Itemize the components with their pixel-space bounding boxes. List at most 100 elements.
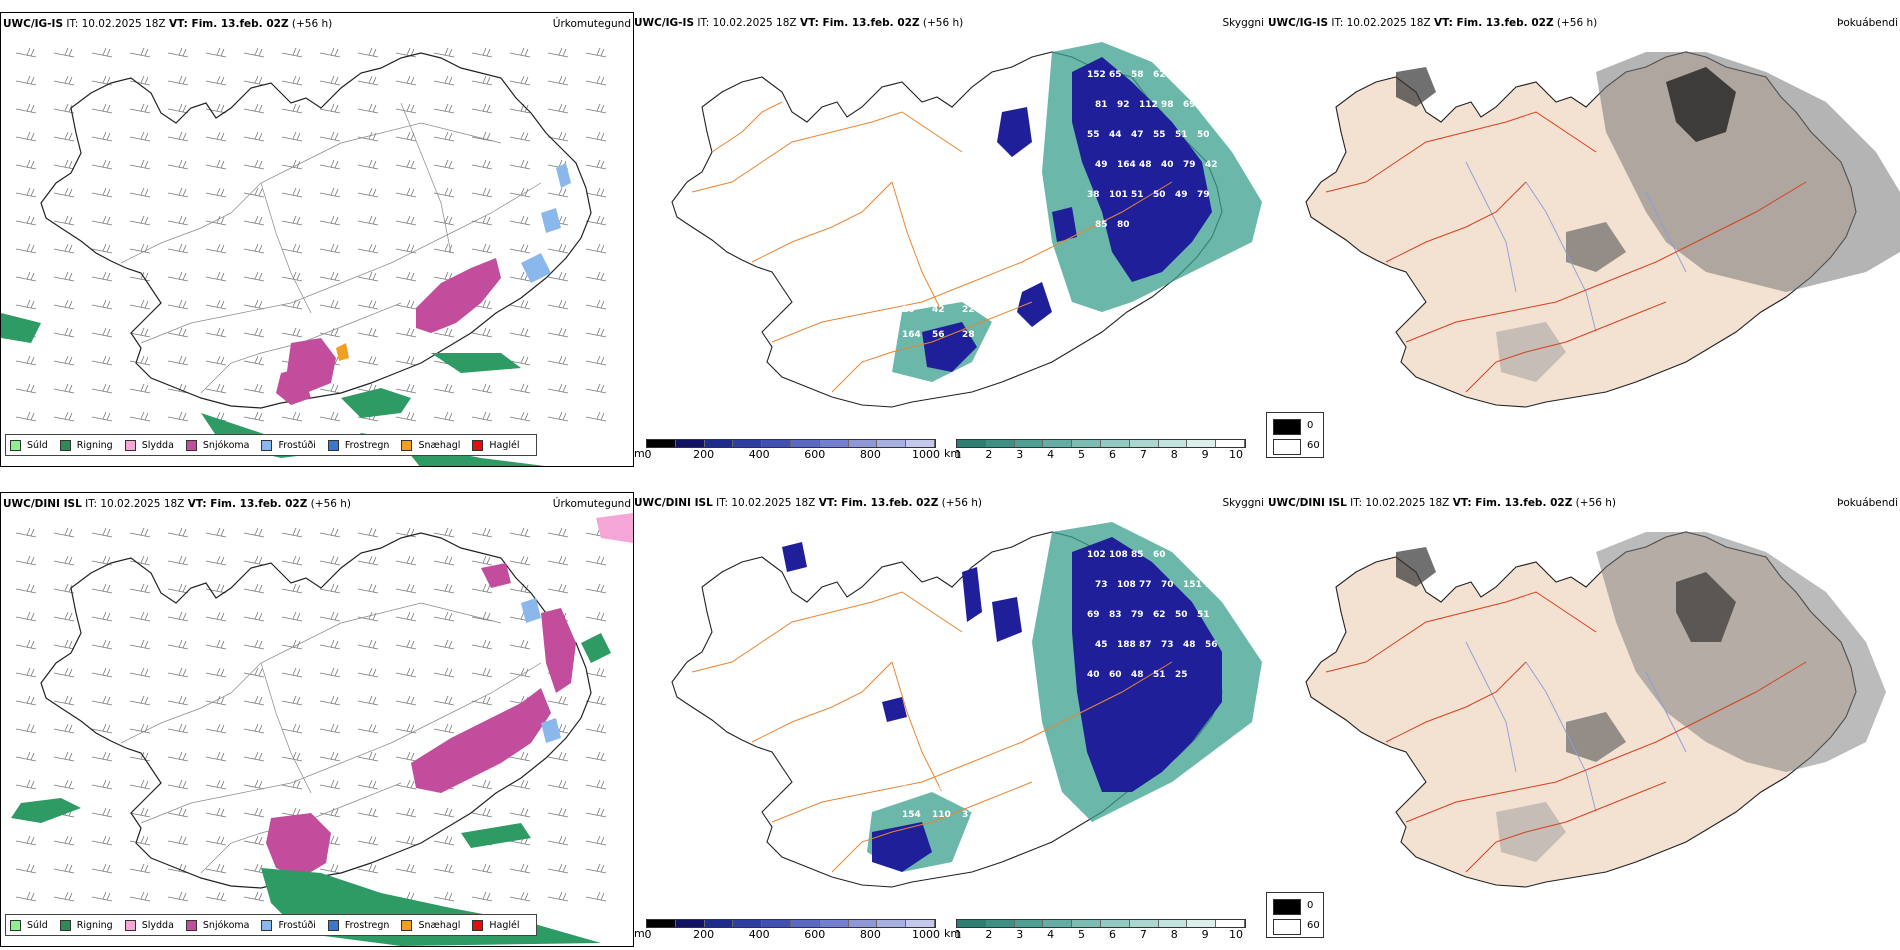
wind-barb	[205, 243, 227, 254]
wind-barb	[319, 695, 341, 706]
wind-barb	[167, 271, 189, 282]
wind-barb	[53, 243, 75, 254]
wind-barb	[167, 103, 189, 114]
wind-barb	[167, 215, 189, 226]
cloud-base-label: 108	[1117, 580, 1136, 590]
colorbar-tick: 800	[859, 448, 881, 461]
wind-barb	[243, 527, 265, 538]
wind-barb	[243, 75, 265, 86]
wind-barb	[319, 271, 341, 282]
wind-barb	[15, 103, 37, 114]
wind-barb	[53, 527, 75, 538]
valid-time: VT: Fim. 13.feb. 02Z	[168, 18, 289, 30]
colorbar-segment	[1014, 920, 1044, 927]
colorbar-segment	[1072, 440, 1101, 447]
wind-barb	[585, 75, 607, 86]
wind-barb	[53, 47, 75, 58]
cloud-base-label: 92	[1117, 100, 1130, 110]
wind-barb	[15, 299, 37, 310]
wind-barb	[129, 355, 151, 366]
colorbar-segment	[733, 440, 763, 447]
wind-barb	[585, 667, 607, 678]
wind-barb	[91, 835, 113, 846]
wind-barb	[167, 243, 189, 254]
wind-barb	[167, 779, 189, 790]
wind-barb	[243, 695, 265, 706]
legend-label: Súld	[27, 439, 48, 451]
wind-barb	[395, 527, 417, 538]
wind-barb	[53, 555, 75, 566]
wind-barb	[585, 695, 607, 706]
wind-barb	[395, 583, 417, 594]
wind-barb	[357, 215, 379, 226]
wind-barb	[585, 779, 607, 790]
wind-barb	[243, 159, 265, 170]
wind-barb	[395, 779, 417, 790]
legend-label: Haglél	[489, 439, 520, 451]
wind-barb	[129, 639, 151, 650]
wind-barb	[509, 215, 531, 226]
colorbar-unit: m	[634, 447, 645, 460]
wind-barb	[395, 611, 417, 622]
visibility-panel-bottom: UWC/DINI ISL IT: 10.02.2025 18Z VT: Fim.…	[632, 492, 1266, 945]
wind-barb	[129, 891, 151, 902]
wind-barb	[129, 695, 151, 706]
wind-barb	[129, 47, 151, 58]
frost-areas	[521, 598, 561, 743]
wind-barb	[281, 75, 303, 86]
cloud-base-label: 69	[1087, 610, 1100, 620]
precip-legend-item: Frostregn	[327, 439, 389, 451]
wind-barb	[433, 383, 455, 394]
wind-barb	[281, 271, 303, 282]
wind-barb	[53, 751, 75, 762]
fog-legend-label: 0	[1307, 420, 1314, 431]
wind-barb	[319, 215, 341, 226]
wind-barb	[53, 355, 75, 366]
lead-time: (+56 h)	[941, 497, 983, 509]
colorbar-segment	[1072, 920, 1101, 927]
colorbar-tick: 3	[1016, 928, 1024, 941]
wind-barb	[15, 667, 37, 678]
wind-barb	[471, 411, 493, 422]
wind-barb	[433, 863, 455, 874]
wind-barb	[91, 863, 113, 874]
cloud-base-label: 164	[1117, 160, 1136, 170]
wind-barb	[433, 611, 455, 622]
wind-barb	[509, 159, 531, 170]
wind-barb	[129, 383, 151, 394]
wind-barb	[433, 131, 455, 142]
init-time: IT: 10.02.2025 18Z	[697, 17, 797, 29]
wind-barb	[91, 639, 113, 650]
wind-barb	[53, 863, 75, 874]
colorbar-tick: 1	[954, 448, 962, 461]
cloud-base-label: 62	[1153, 610, 1166, 620]
wind-barb	[357, 243, 379, 254]
wind-barb	[243, 131, 265, 142]
colorbar-segment	[1187, 440, 1217, 447]
wind-barb	[357, 327, 379, 338]
wind-barb	[433, 75, 455, 86]
wind-barb	[395, 271, 417, 282]
colorbar-segment	[1100, 920, 1130, 927]
wind-barb	[319, 47, 341, 58]
legend-swatch	[261, 439, 273, 451]
precip-legend-item: Frostúði	[261, 439, 316, 451]
roads	[1325, 111, 1807, 393]
cloud-base-label: 22	[962, 305, 975, 315]
wind-barb	[471, 327, 493, 338]
wind-barb	[547, 299, 569, 310]
wind-barb	[471, 583, 493, 594]
cloud-base-label: 73	[1095, 580, 1108, 590]
wind-barb	[471, 527, 493, 538]
wind-barb	[547, 355, 569, 366]
wind-barb	[319, 243, 341, 254]
panel-header: UWC/DINI ISL IT: 10.02.2025 18Z VT: Fim.…	[1268, 496, 1898, 510]
wind-barb	[547, 779, 569, 790]
wind-barb	[281, 411, 303, 422]
colorbar-segment	[704, 440, 734, 447]
colorbar-tick: 200	[693, 928, 715, 941]
cloud-base-label: 152	[1087, 70, 1106, 80]
colorbar-tick: 6	[1108, 448, 1116, 461]
sleet-area	[596, 513, 633, 543]
colorbar-segment	[1216, 920, 1245, 927]
